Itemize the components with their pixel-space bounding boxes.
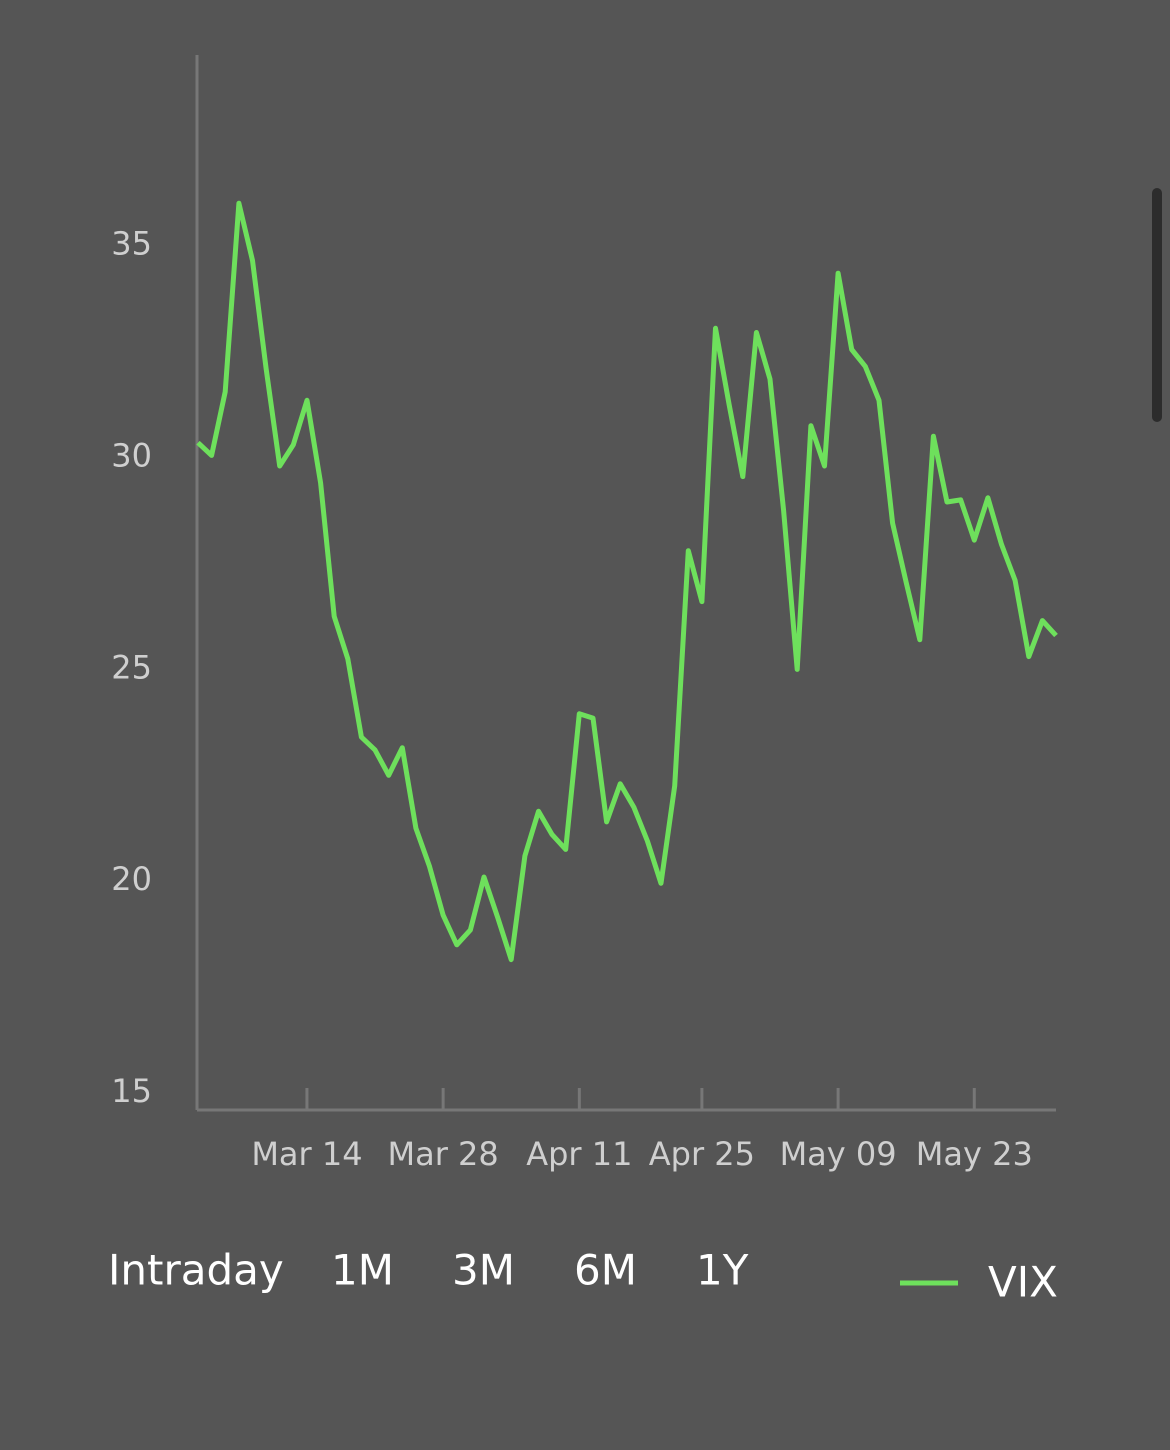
x-tick-label: Mar 14 [251, 1135, 362, 1173]
x-tick-label: May 09 [780, 1135, 897, 1173]
y-tick-label: 25 [111, 648, 152, 686]
data-line [196, 200, 1058, 963]
y-tick-label: 20 [111, 860, 152, 898]
legend-label: VIX [988, 1258, 1058, 1307]
x-tick-label: Mar 28 [388, 1135, 499, 1173]
y-tick-label: 30 [111, 437, 152, 475]
x-tick-label: May 23 [916, 1135, 1033, 1173]
y-tick-label: 15 [111, 1072, 152, 1110]
range-button[interactable]: 3M [452, 1246, 515, 1295]
range-button[interactable]: 6M [574, 1246, 637, 1295]
scrollbar[interactable] [1152, 188, 1162, 422]
y-tick-label: 35 [111, 225, 152, 263]
range-button[interactable]: 1Y [696, 1246, 749, 1295]
x-tick-label: Apr 11 [526, 1135, 632, 1173]
range-button[interactable]: 1M [331, 1246, 394, 1295]
x-tick-label: Apr 25 [649, 1135, 755, 1173]
range-button[interactable]: Intraday [108, 1246, 284, 1295]
